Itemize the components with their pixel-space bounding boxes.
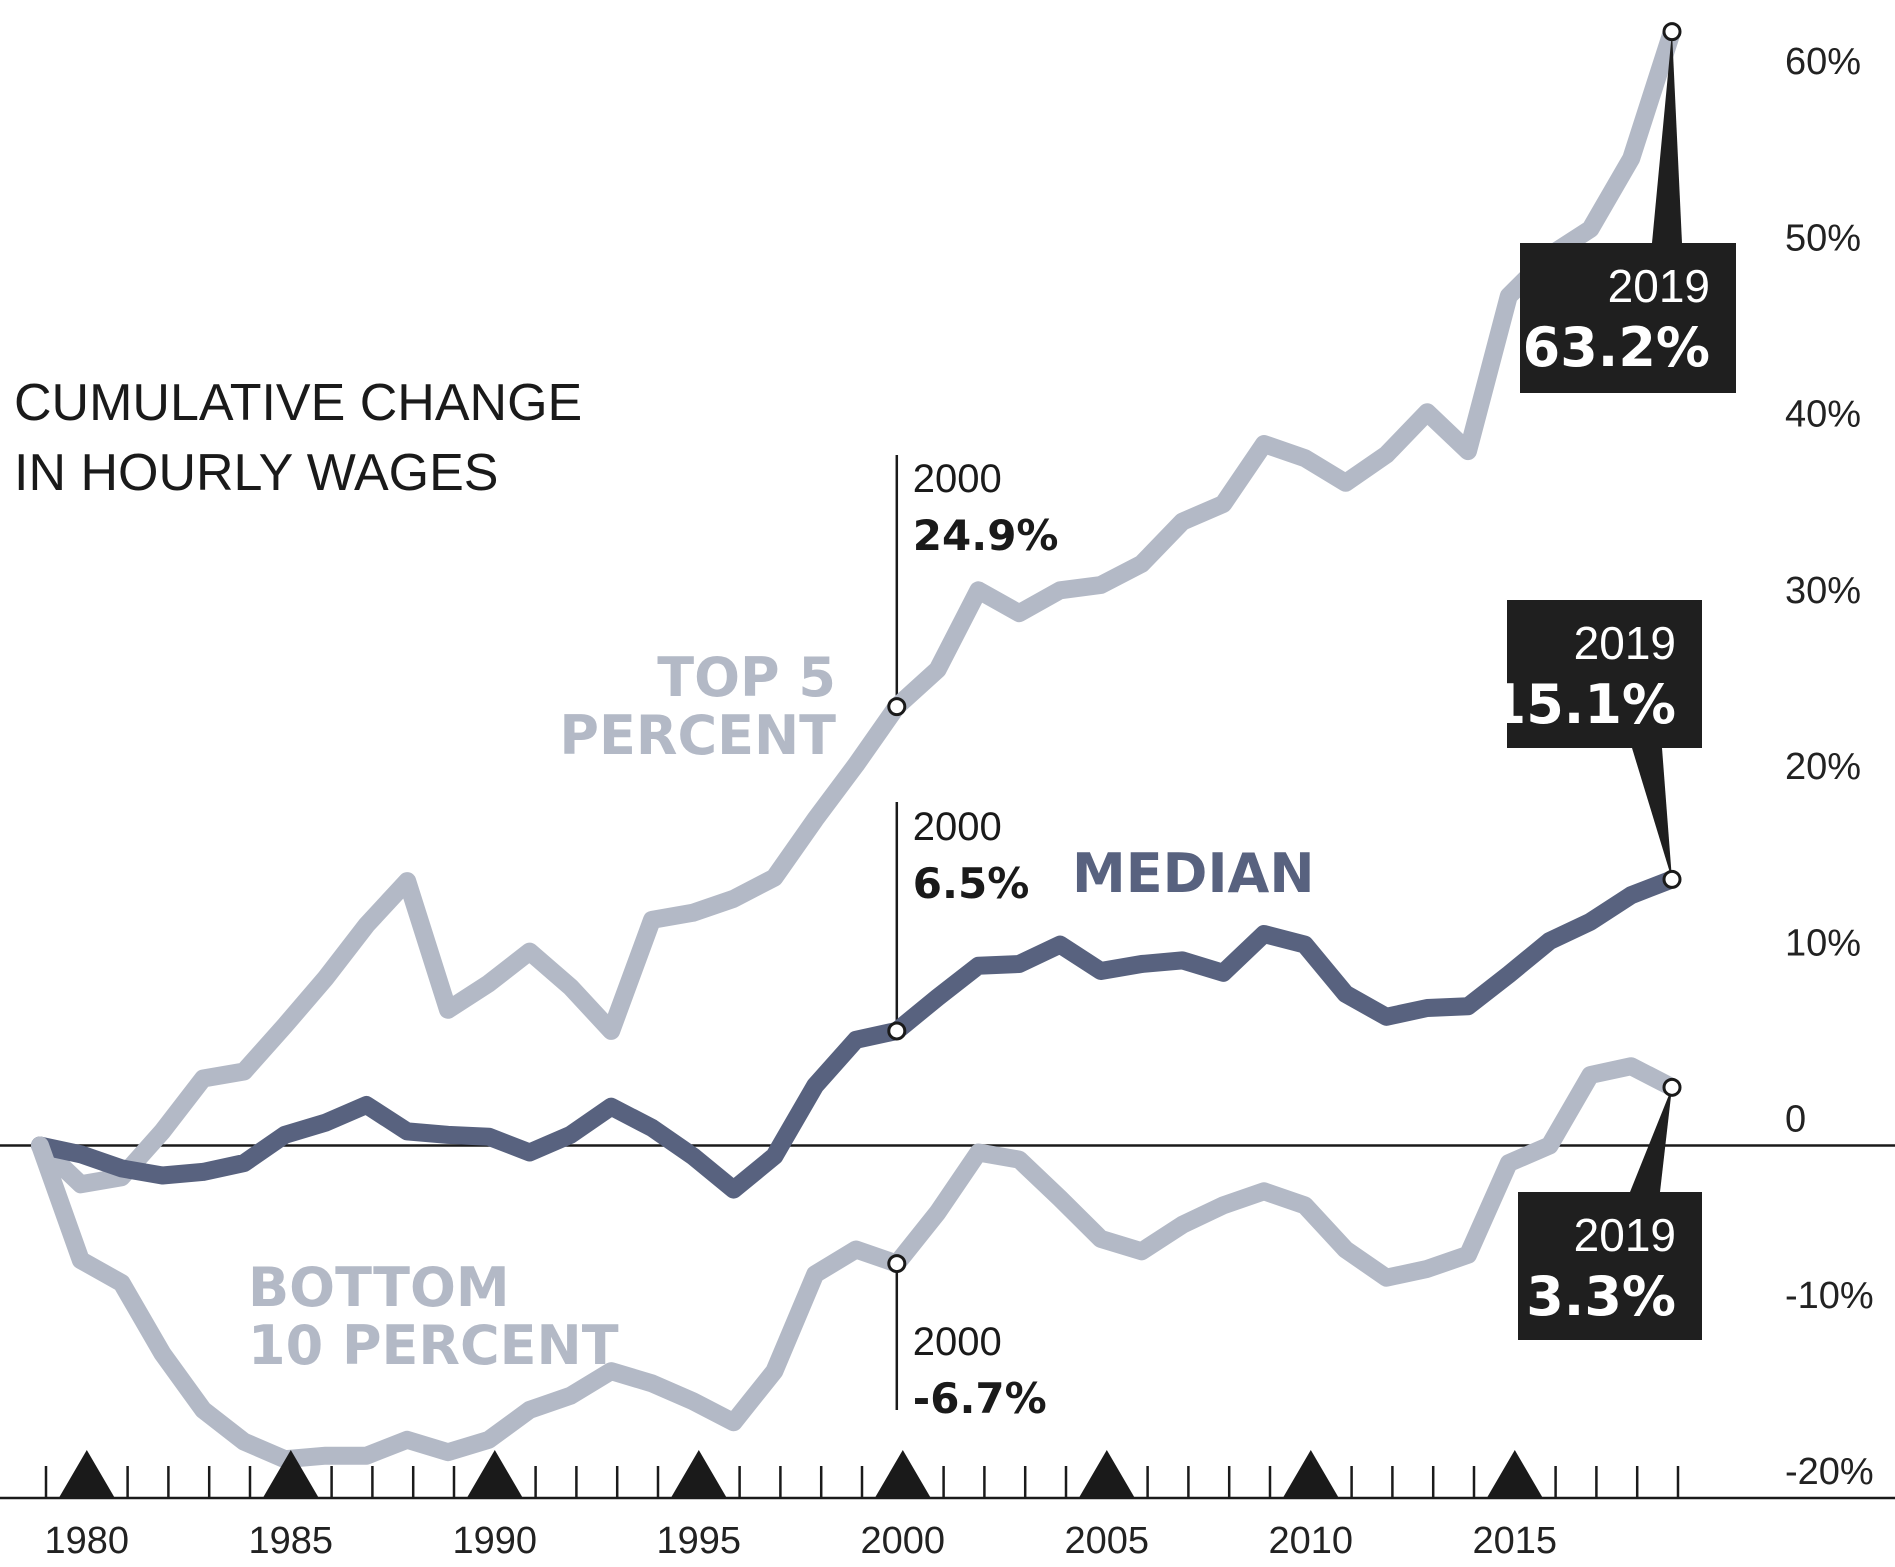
callout-year: 2019 <box>1608 260 1710 312</box>
marker-triangle <box>262 1450 319 1498</box>
callout-value: 63.2% <box>1523 316 1710 379</box>
y-tick-label: -20% <box>1785 1451 1874 1493</box>
marker-triangle <box>466 1450 523 1498</box>
x-tick-label: 1980 <box>45 1520 130 1562</box>
annotation-year: 2000 <box>913 805 1002 849</box>
callout-value: 3.3% <box>1526 1265 1676 1328</box>
annotation-year: 2000 <box>913 1320 1002 1364</box>
callout-box <box>1507 600 1702 748</box>
series-label: PERCENT <box>559 704 836 767</box>
annotation-point <box>1662 869 1682 889</box>
marker-triangle <box>874 1450 931 1498</box>
marker-triangle <box>1486 1450 1543 1498</box>
callout-pointer <box>1630 1087 1672 1192</box>
annotation-point <box>887 1254 907 1274</box>
annotation-year: 2000 <box>913 457 1002 501</box>
series-label: MEDIAN <box>1072 842 1315 905</box>
x-tick-label: 2005 <box>1065 1520 1150 1562</box>
y-tick-label: 10% <box>1785 922 1861 964</box>
callout-box <box>1520 243 1736 393</box>
x-tick-label: 1985 <box>249 1520 334 1562</box>
annotation-point <box>887 697 907 717</box>
y-tick-label: 60% <box>1785 41 1861 83</box>
title-line-2: IN HOURLY WAGES <box>14 444 498 502</box>
series-label: 10 PERCENT <box>248 1314 619 1377</box>
y-tick-label: -10% <box>1785 1275 1874 1317</box>
title-line-1: CUMULATIVE CHANGE <box>14 374 582 432</box>
callout-pointer <box>1632 748 1672 880</box>
grid-lines <box>0 86 1895 1323</box>
x-tick-label: 2000 <box>861 1520 946 1562</box>
series-label: BOTTOM <box>248 1256 510 1319</box>
annotation-point <box>1662 22 1682 42</box>
series-label: TOP 5 <box>657 646 836 709</box>
annotation-value: 6.5% <box>913 859 1029 908</box>
series-line-0 <box>31 22 1681 1194</box>
callout-pointer <box>1652 31 1682 243</box>
x-tick-label: 2015 <box>1473 1520 1558 1562</box>
marker-triangle <box>1282 1450 1339 1498</box>
marker-triangle <box>58 1450 115 1498</box>
annotations: 200024.9%20006.5%2000-6.7%201963.2%20191… <box>887 22 1736 1423</box>
marker-triangle <box>670 1450 727 1498</box>
x-tick-label: 2010 <box>1269 1520 1354 1562</box>
series-line-2 <box>31 1057 1681 1469</box>
axes: -20% -10% 0 10% 20% 30% 40% 50% 60% 1980 1985 1990 1… <box>0 41 1895 1562</box>
series-line-1 <box>31 870 1681 1199</box>
series-lines <box>31 22 1681 1469</box>
annotation-point <box>1662 1077 1682 1097</box>
y-tick-label: 50% <box>1785 217 1861 259</box>
x-tick-label: 1995 <box>657 1520 742 1562</box>
callout-year: 2019 <box>1574 617 1676 669</box>
y-tick-label: 0 <box>1785 1099 1806 1141</box>
y-tick-label: 20% <box>1785 746 1861 788</box>
callout-box <box>1518 1192 1702 1340</box>
annotation-point <box>887 1021 907 1041</box>
callout-value: 15.1% <box>1489 673 1676 736</box>
y-tick-label: 30% <box>1785 570 1861 612</box>
annotation-value: -6.7% <box>913 1374 1047 1423</box>
marker-triangle <box>1078 1450 1135 1498</box>
chart-title: CUMULATIVE CHANGE IN HOURLY WAGES <box>14 374 582 502</box>
callout-year: 2019 <box>1574 1209 1676 1261</box>
x-tick-label: 1990 <box>453 1520 538 1562</box>
y-tick-label: 40% <box>1785 394 1861 436</box>
annotation-value: 24.9% <box>913 511 1059 560</box>
